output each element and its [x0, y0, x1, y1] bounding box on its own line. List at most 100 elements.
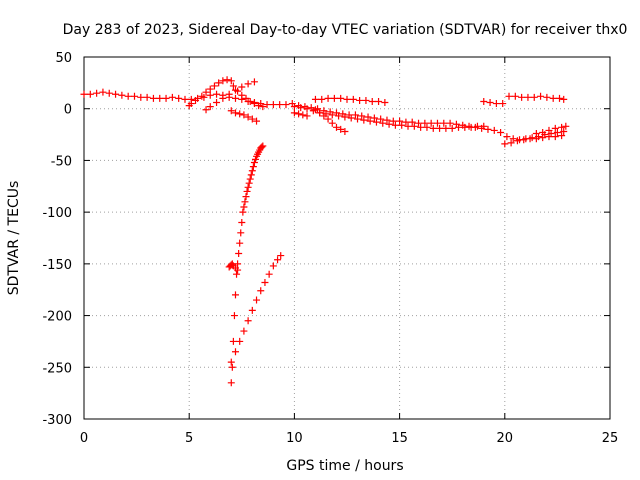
data-point — [421, 119, 429, 127]
data-point — [244, 80, 252, 88]
data-point — [442, 124, 450, 132]
data-point — [362, 96, 370, 104]
data-point — [202, 88, 210, 96]
data-point — [236, 337, 244, 345]
data-point — [265, 270, 273, 278]
series-spikes-a — [185, 76, 267, 111]
data-point — [261, 278, 269, 286]
data-point — [229, 337, 237, 345]
data-point — [389, 117, 397, 125]
data-point — [486, 99, 494, 107]
data-point — [513, 137, 521, 145]
data-point — [227, 77, 235, 85]
data-point — [560, 95, 568, 103]
series-lower-band-1 — [290, 103, 488, 132]
data-point — [282, 101, 290, 109]
data-point — [303, 112, 311, 120]
y-tick-label: -300 — [42, 413, 72, 428]
data-point — [332, 123, 340, 131]
data-point — [231, 291, 239, 299]
data-point — [539, 129, 547, 137]
data-point — [206, 103, 214, 111]
data-point — [383, 116, 391, 124]
data-point — [461, 123, 469, 131]
data-point — [245, 179, 253, 187]
data-point — [162, 94, 170, 102]
data-point — [511, 92, 519, 100]
data-point — [227, 358, 235, 366]
axis-ticks — [83, 56, 611, 420]
data-point — [320, 112, 328, 120]
data-point — [497, 129, 505, 137]
data-point — [238, 83, 246, 91]
data-point — [258, 143, 266, 151]
x-tick-label: 20 — [497, 431, 514, 446]
data-point — [335, 112, 343, 120]
data-point — [427, 119, 435, 127]
data-point — [187, 100, 195, 108]
data-point — [295, 110, 303, 118]
data-point — [223, 76, 231, 84]
data-point — [248, 306, 256, 314]
data-point — [235, 250, 243, 258]
data-point — [551, 133, 559, 141]
data-point — [227, 107, 235, 115]
data-point — [238, 91, 246, 99]
data-point — [206, 85, 214, 93]
x-tick-label: 15 — [391, 431, 408, 446]
series-dips — [227, 106, 349, 135]
data-point — [228, 363, 236, 371]
data-point — [248, 115, 256, 123]
x-tick-labels: 0 5 10 15 20 25 — [80, 431, 618, 446]
data-point — [372, 118, 380, 126]
data-point — [277, 252, 285, 260]
data-point — [248, 167, 256, 175]
data-point — [503, 133, 511, 141]
chart-title: Day 283 of 2023, Sidereal Day-to-day VTE… — [63, 22, 628, 38]
data-point — [240, 327, 248, 335]
data-point — [473, 122, 481, 130]
data-point — [499, 100, 507, 108]
data-point — [236, 110, 244, 118]
data-point — [244, 113, 252, 121]
data-point — [337, 94, 345, 102]
data-point — [259, 142, 267, 150]
data-point — [354, 115, 362, 123]
data-point — [247, 171, 255, 179]
data-point — [467, 123, 475, 131]
series-lower-band-2 — [501, 132, 566, 148]
data-point — [316, 109, 324, 117]
data-point — [156, 94, 164, 102]
data-point — [99, 88, 107, 96]
data-point — [558, 132, 566, 140]
data-point — [253, 117, 261, 125]
data-point — [318, 95, 326, 103]
x-tick-label: 25 — [602, 431, 619, 446]
data-point — [229, 82, 237, 90]
data-point — [545, 126, 553, 134]
data-point — [244, 317, 252, 325]
data-point — [303, 105, 311, 113]
data-point — [246, 97, 254, 105]
x-tick-label: 10 — [286, 431, 303, 446]
data-point — [381, 99, 389, 107]
data-point — [391, 121, 399, 129]
series-upper-band-1 — [311, 94, 389, 107]
data-point — [234, 266, 242, 274]
data-point — [274, 256, 282, 264]
data-point — [490, 126, 498, 134]
data-point — [231, 109, 239, 117]
data-point — [484, 125, 492, 133]
data-point — [168, 93, 176, 101]
data-point — [532, 130, 540, 138]
data-point — [377, 115, 385, 123]
series-upper-band-2 — [480, 92, 568, 108]
data-point — [556, 94, 564, 102]
data-point — [215, 79, 223, 87]
plot-frame — [83, 56, 611, 420]
data-point — [219, 94, 227, 102]
data-point — [545, 133, 553, 141]
data-point — [537, 92, 545, 100]
series-lower-band-3 — [532, 122, 570, 138]
data-point — [341, 113, 349, 121]
